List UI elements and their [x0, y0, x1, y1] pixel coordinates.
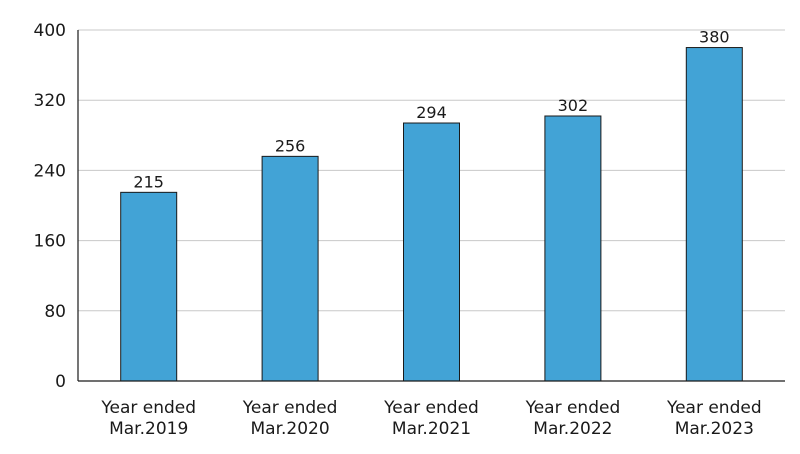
- y-tick-label: 80: [44, 302, 66, 322]
- data-label: 294: [416, 103, 447, 122]
- y-tick-label: 240: [34, 161, 66, 181]
- x-tick-label: Year ended Mar.2023: [666, 398, 762, 439]
- x-tick-label-line: Mar.2023: [675, 419, 754, 439]
- y-tick-label: 0: [55, 372, 66, 392]
- bars: [120, 47, 743, 382]
- data-label: 380: [699, 28, 730, 47]
- x-tick-label: Year ended Mar.2019: [100, 398, 196, 439]
- x-tick-label-line: Mar.2020: [251, 419, 330, 439]
- data-label: 302: [558, 96, 589, 115]
- y-tick-label: 400: [34, 21, 66, 41]
- y-tick-labels: 0 80 160 240 320 400: [34, 21, 66, 392]
- x-tick-label: Year ended Mar.2022: [525, 398, 621, 439]
- bar: [120, 191, 178, 382]
- x-tick-label-line: Mar.2022: [533, 419, 612, 439]
- x-tick-label: Year ended Mar.2020: [242, 398, 338, 439]
- x-tick-label-line: Year ended: [242, 398, 338, 418]
- x-tick-label-line: Mar.2021: [392, 419, 471, 439]
- data-label: 256: [275, 136, 306, 155]
- x-tick-label-line: Mar.2019: [109, 419, 188, 439]
- data-labels: 215 256 294 302 380: [133, 28, 729, 192]
- bar: [685, 47, 743, 382]
- x-tick-label: Year ended Mar.2021: [383, 398, 479, 439]
- axes: [77, 30, 785, 382]
- x-tick-label-line: Year ended: [525, 398, 621, 418]
- x-tick-label-line: Year ended: [383, 398, 479, 418]
- bar: [403, 122, 460, 382]
- bar: [261, 155, 319, 382]
- x-tick-label-line: Year ended: [666, 398, 762, 418]
- y-tick-label: 320: [34, 91, 66, 111]
- y-tick-label: 160: [34, 232, 66, 252]
- bar: [544, 115, 602, 382]
- data-label: 215: [133, 172, 164, 191]
- x-tick-label-line: Year ended: [100, 398, 196, 418]
